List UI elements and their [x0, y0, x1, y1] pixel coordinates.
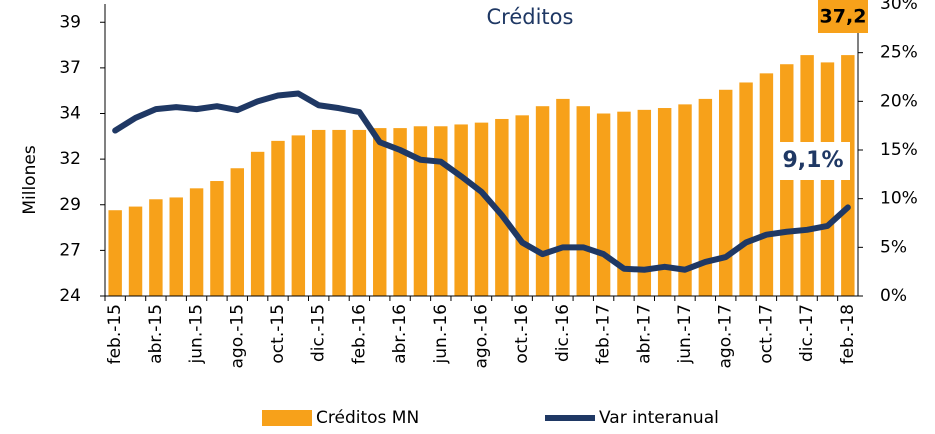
bar	[210, 181, 223, 296]
y-tick-label: 32	[59, 149, 81, 169]
bar	[556, 99, 569, 296]
bar	[190, 188, 203, 296]
x-tick-label: dic.-17	[797, 304, 817, 362]
x-tick-label: dic.-16	[553, 304, 573, 362]
value-label: 9,1%	[782, 148, 843, 173]
bar	[454, 124, 467, 296]
bar	[251, 152, 264, 296]
chart: Créditos Millones 24 27 29 32 34 37 39 0% 5% 10% 1…	[0, 0, 935, 434]
legend-label: Var interanual	[599, 408, 719, 428]
x-tick-label: abr.-16	[390, 304, 410, 364]
y-tick-label: 24	[59, 286, 81, 306]
bar	[108, 210, 121, 296]
x-tick-label: jun.-16	[431, 304, 451, 364]
bar	[760, 73, 773, 296]
x-tick-label: jun.-17	[675, 304, 695, 364]
bar	[536, 106, 549, 296]
y2-tick-label: 10%	[880, 189, 918, 209]
y-tick-label: 29	[59, 195, 81, 215]
y2-tick-label: 5%	[880, 237, 907, 257]
y-tick-label: 34	[59, 104, 81, 124]
bar	[515, 115, 528, 296]
x-tick-label: feb.-18	[838, 304, 858, 364]
x-tick-label: feb.-15	[105, 304, 125, 364]
x-tick-label: ago.-15	[227, 304, 247, 368]
legend-swatch	[262, 410, 312, 426]
bar	[475, 123, 488, 296]
bar	[373, 128, 386, 296]
x-tick-label: oct.-17	[756, 304, 776, 364]
y-axis-label: Millones	[20, 145, 40, 214]
legend-label: Créditos MN	[316, 408, 419, 428]
y2-tick-label: 15%	[880, 140, 918, 160]
bar	[149, 199, 162, 296]
y-tick-label: 37	[59, 58, 81, 78]
x-tick-label: oct.-15	[268, 304, 288, 364]
x-tick-label: ago.-16	[472, 304, 492, 368]
y-tick-label: 39	[59, 12, 81, 32]
bar	[312, 130, 325, 296]
bar	[434, 126, 447, 296]
x-tick-label: abr.-17	[634, 304, 654, 364]
x-tick-label: oct.-16	[512, 304, 532, 364]
chart-title: Créditos	[487, 5, 574, 29]
bar	[353, 130, 366, 296]
bar	[271, 141, 284, 296]
bar	[332, 130, 345, 296]
value-label: 37,2	[820, 6, 867, 28]
y2-tick-label: 25%	[880, 43, 918, 63]
x-tick-label: feb.-16	[349, 304, 369, 364]
bar	[577, 106, 590, 296]
x-tick-label: abr.-15	[146, 304, 166, 364]
x-tick-label: ago.-17	[716, 304, 736, 368]
y2-tick-label: 0%	[880, 286, 907, 306]
y2-tick-label: 30%	[880, 0, 918, 14]
bar	[780, 64, 793, 296]
bar	[292, 135, 305, 296]
bar	[231, 168, 244, 296]
y-tick-label: 27	[59, 240, 81, 260]
y2-tick-label: 20%	[880, 91, 918, 111]
bar	[129, 207, 142, 296]
x-tick-label: dic.-15	[309, 304, 329, 362]
bar	[170, 197, 183, 296]
x-tick-label: jun.-15	[187, 304, 207, 364]
x-tick-label: feb.-17	[594, 304, 614, 364]
bar	[597, 114, 610, 297]
bar	[739, 82, 752, 296]
bar	[414, 126, 427, 296]
bar	[719, 90, 732, 296]
